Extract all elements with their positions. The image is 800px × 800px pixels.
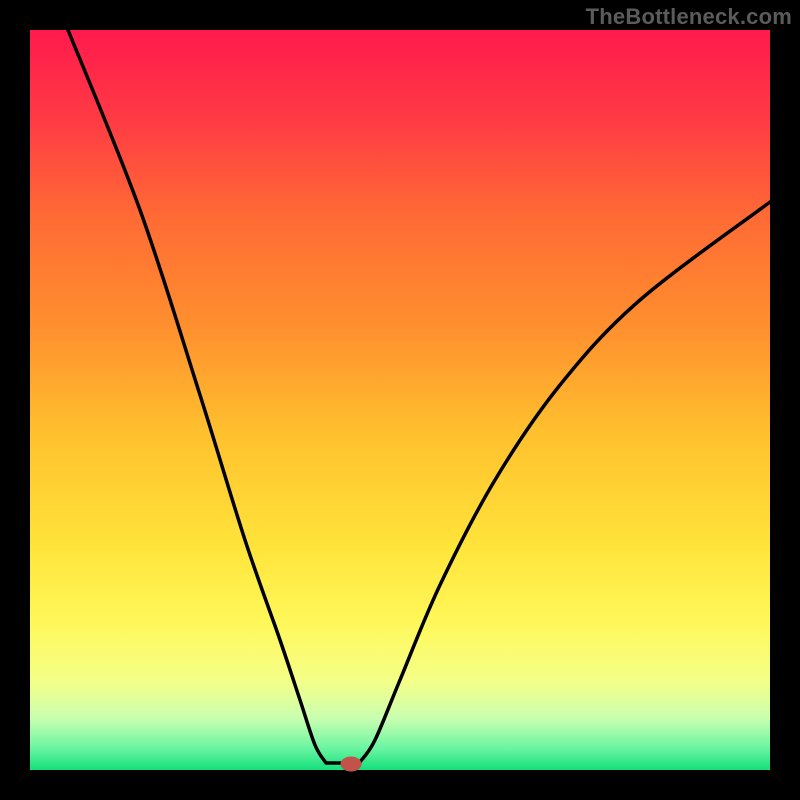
watermark-text: TheBottleneck.com: [586, 4, 792, 30]
bottleneck-chart: [0, 0, 800, 800]
vertex-marker: [341, 757, 361, 771]
chart-background: [30, 30, 770, 770]
